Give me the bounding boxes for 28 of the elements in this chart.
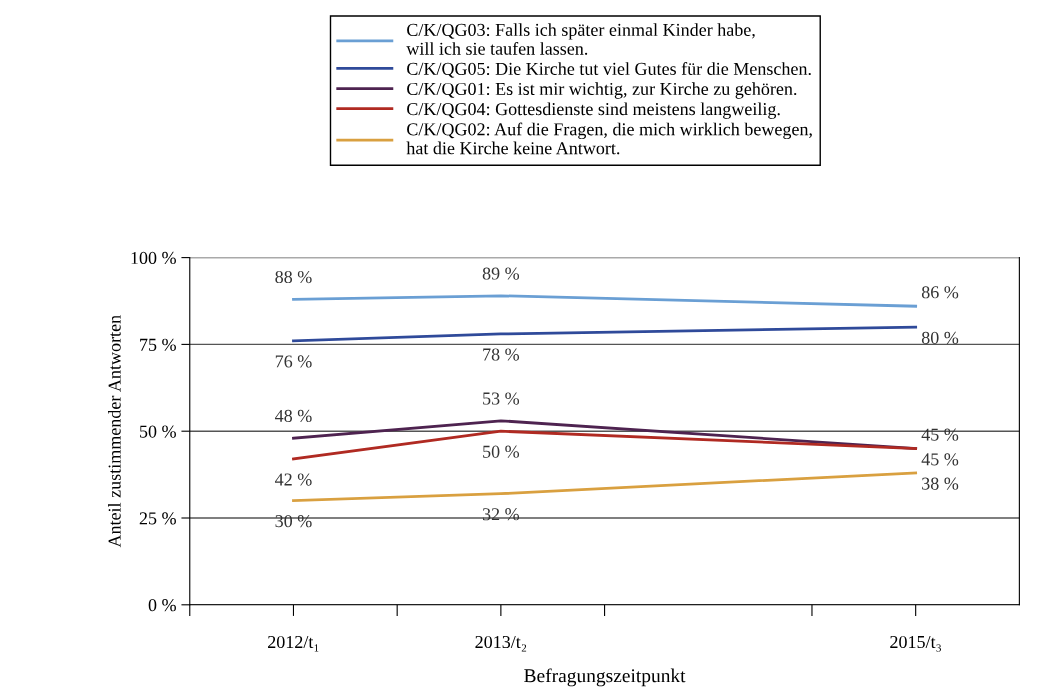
data-label: 86 %	[921, 286, 959, 299]
y-tick-label: 100 %	[131, 251, 176, 265]
legend-label: C/K/QG05: Die Kirche tut viel Gutes für die Menschen.	[407, 62, 811, 78]
x-axis-title: Befragungszeitpunkt	[524, 668, 686, 687]
y-tick-label: 75 %	[140, 338, 176, 351]
y-axis-title: Anteil zustimmender Antworten	[108, 315, 121, 548]
x-tick-label: 2015/t₃	[890, 635, 941, 652]
data-label: 89 %	[482, 267, 520, 280]
legend-label: C/K/QG01: Es ist mir wichtig, zur Kirche zu gehören.	[407, 82, 797, 99]
y-tick-label: 50 %	[140, 425, 176, 438]
data-label: 53 %	[483, 392, 520, 405]
data-label: 50 %	[483, 445, 520, 458]
x-tick-label: 2013/t₂	[475, 635, 527, 652]
data-label: 45 %	[921, 428, 959, 441]
y-tick-label: 0 %	[148, 599, 176, 612]
x-tick-label: 2012/t₁	[268, 635, 319, 652]
data-label: 80 %	[921, 331, 959, 344]
legend-label: C/K/QG02: Auf die Fragen, die mich wirklich bewegen, hat die Kirche keine Antwort.	[406, 122, 812, 155]
data-label: 76 %	[275, 355, 312, 368]
legend-label: C/K/QG04: Gottesdienste sind meistens langweilig.	[407, 102, 780, 119]
data-label: 45 %	[921, 453, 959, 466]
data-label: 78 %	[483, 348, 520, 361]
y-tick-label: 25 %	[139, 512, 176, 525]
legend-label: C/K/QG03: Falls ich später einmal Kinder habe, will ich sie taufen lassen.	[406, 23, 755, 55]
data-label: 38 %	[922, 477, 959, 490]
data-label: 42 %	[275, 473, 312, 486]
data-label: 48 %	[275, 409, 312, 423]
data-label: 88 %	[275, 270, 312, 284]
